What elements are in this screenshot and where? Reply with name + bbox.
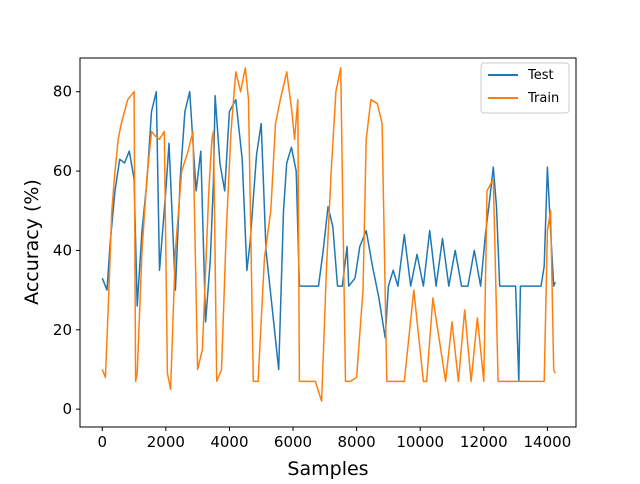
x-tick-label: 6000 bbox=[274, 433, 312, 451]
x-tick-label: 4000 bbox=[210, 433, 248, 451]
legend-label-train: Train bbox=[527, 91, 559, 106]
x-tick-label: 12000 bbox=[460, 433, 508, 451]
y-tick-label: 0 bbox=[62, 400, 72, 418]
axes-frame bbox=[79, 57, 577, 428]
x-tick-label: 8000 bbox=[338, 433, 376, 451]
legend-label-test: Test bbox=[527, 68, 554, 83]
x-tick-label: 2000 bbox=[147, 433, 185, 451]
y-tick-label: 80 bbox=[53, 83, 72, 101]
series-layer bbox=[101, 67, 556, 402]
x-axis-ticks: 0 2000 4000 6000 8000 10000 12000 14000 bbox=[97, 427, 571, 451]
x-tick-label: 10000 bbox=[396, 433, 444, 451]
x-axis-label: Samples bbox=[287, 458, 368, 480]
y-axis-label: Accuracy (%) bbox=[21, 179, 43, 305]
x-tick-label: 14000 bbox=[524, 433, 572, 451]
y-tick-label: 20 bbox=[53, 321, 72, 339]
y-tick-label: 60 bbox=[53, 162, 72, 180]
y-axis-ticks: 0 20 40 60 80 bbox=[53, 83, 80, 418]
series-line-test bbox=[101, 90, 556, 383]
y-tick-label: 40 bbox=[53, 241, 72, 259]
series-line-train bbox=[101, 67, 556, 402]
x-tick-label: 0 bbox=[97, 433, 107, 451]
legend: Test Train bbox=[480, 62, 570, 114]
